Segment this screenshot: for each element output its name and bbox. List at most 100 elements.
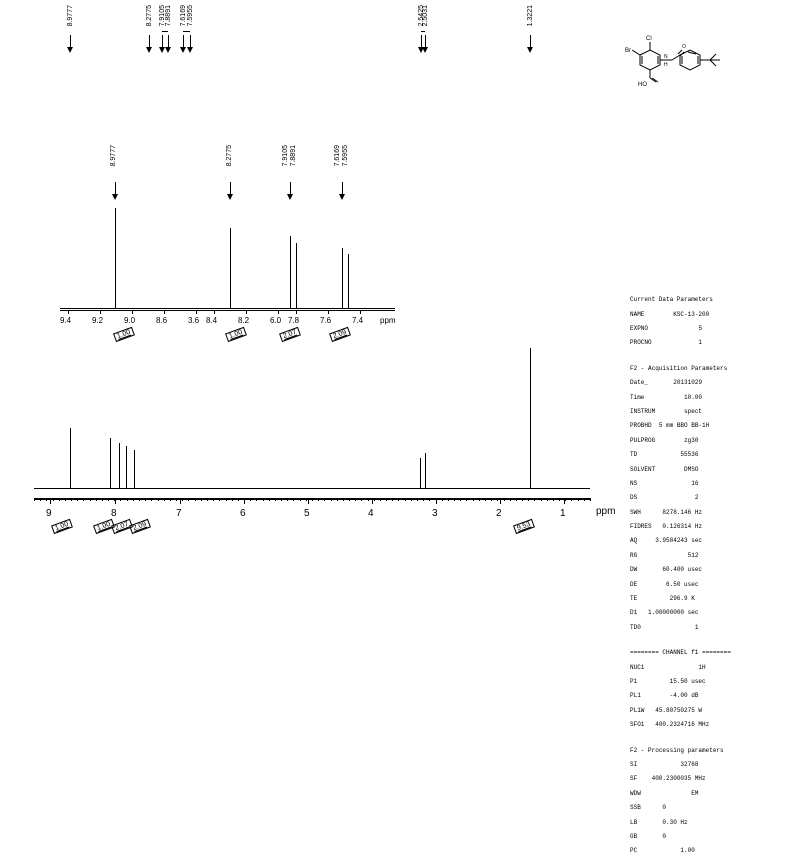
inset-peak-label: 7.5955	[342, 145, 349, 166]
main-tick-label: 2	[496, 508, 502, 519]
inset-tick-label: 8.4	[206, 316, 217, 325]
parameters-block: Current Data Parameters NAME KSC-13-200 …	[630, 285, 790, 862]
main-tick-label: 8	[111, 508, 117, 519]
main-tick-label: 7	[176, 508, 182, 519]
paramrow: LB 0.30 Hz	[630, 819, 790, 826]
peak-indicator-line	[421, 35, 422, 47]
main-tick-label: 6	[240, 508, 246, 519]
paramrow: GB 0	[630, 833, 790, 840]
main-peak	[110, 438, 111, 488]
inset-peak	[348, 254, 349, 308]
paramrow: DE 6.50 usec	[630, 581, 790, 588]
inset-peak	[115, 208, 116, 308]
main-peak	[420, 458, 421, 488]
arrow-down-icon	[527, 47, 533, 53]
inset-integral: 2.09	[329, 327, 351, 342]
paramrow: SWH 8278.146 Hz	[630, 509, 790, 516]
inset-tick-label: 9.0	[124, 316, 135, 325]
paramrow: PL1W 45.80750275 W	[630, 707, 790, 714]
inset-integral: 2.07	[279, 327, 301, 342]
main-peak	[70, 428, 71, 488]
main-peak	[126, 446, 127, 488]
paramrow: SSB 0	[630, 804, 790, 811]
inset-integral: 1.00	[225, 327, 247, 342]
arrow-down-icon	[67, 47, 73, 53]
svg-text:O: O	[682, 44, 686, 50]
paramrow: DW 60.400 usec	[630, 566, 790, 573]
peak-label: 7.5955	[187, 5, 194, 26]
main-tick-label: 9	[46, 508, 52, 519]
main-integral: 9.53	[513, 519, 535, 534]
inset-tick	[68, 310, 69, 314]
main-tick	[372, 498, 373, 504]
svg-text:H: H	[664, 62, 668, 68]
arrow-down-icon	[165, 47, 171, 53]
main-tick	[50, 498, 51, 504]
svg-text:HO: HO	[638, 82, 647, 88]
inset-ppm-label: ppm	[380, 316, 396, 325]
paramrow: TE 296.9 K	[630, 595, 790, 602]
inset-peak-label: 8.2775	[226, 145, 233, 166]
inset-peak-label: 8.9777	[110, 145, 117, 166]
main-peak	[134, 450, 135, 488]
inset-integral: 1.00	[113, 327, 135, 342]
main-baseline	[34, 488, 590, 489]
main-tick	[180, 498, 181, 504]
paramrow: SFO1 400.2324716 MHz	[630, 721, 790, 728]
arrow-down-icon	[422, 47, 428, 53]
paramrow: D1 1.00000000 sec	[630, 609, 790, 616]
inset-peak-label: 7.6169	[334, 145, 341, 166]
peak-indicator-line	[530, 35, 531, 47]
peak-label: 1.3221	[527, 5, 534, 26]
inset-peak-label: 7.9105	[282, 145, 289, 166]
main-integral: 2.09	[129, 519, 151, 534]
peak-label: 2.5031	[422, 5, 429, 26]
main-peak	[530, 348, 531, 488]
paramrow: PROBHD 5 mm BBO BB-1H	[630, 422, 790, 429]
main-tick-label: 1	[560, 508, 566, 519]
paramrow: SF 400.2300035 MHz	[630, 775, 790, 782]
peak-indicator-line	[70, 35, 71, 47]
inset-tick-label: 7.8	[288, 316, 299, 325]
paramrow: PROCNO 1	[630, 339, 790, 346]
paramrow: NS 16	[630, 480, 790, 487]
svg-text:Cl: Cl	[646, 36, 652, 42]
inset-axis	[60, 310, 395, 311]
peak-label: 8.2775	[146, 5, 153, 26]
peak-label: 7.8891	[165, 5, 172, 26]
paramrow: PC 1.00	[630, 847, 790, 854]
paramrow: WDW EM	[630, 790, 790, 797]
main-tick	[308, 498, 309, 504]
inset-tick	[328, 310, 329, 314]
inset-tick	[246, 310, 247, 314]
inset-tick-label: 8.2	[238, 316, 249, 325]
inset-tick	[214, 310, 215, 314]
inset-tick-label: 7.4	[352, 316, 363, 325]
paramrow: NUC1 1H	[630, 664, 790, 671]
main-tick-label: 3	[432, 508, 438, 519]
paramrow: DS 2	[630, 494, 790, 501]
main-tick	[244, 498, 245, 504]
inset-peak	[230, 228, 231, 308]
paramrow: INSTRUM spect	[630, 408, 790, 415]
main-peak	[425, 453, 426, 488]
param-header: Current Data Parameters	[630, 296, 790, 303]
peak-indicator-line	[190, 35, 191, 47]
paramrow: EXPNO 5	[630, 325, 790, 332]
molecular-structure: Br Cl HO N H O	[620, 30, 750, 105]
inset-tick	[164, 310, 165, 314]
main-tick-label: 4	[368, 508, 374, 519]
main-tick-label: 5	[304, 508, 310, 519]
inset-tick	[132, 310, 133, 314]
arrow-down-icon	[180, 47, 186, 53]
peak-indicator-line	[168, 35, 169, 47]
peak-indicator-line	[149, 35, 150, 47]
arrow-down-icon	[146, 47, 152, 53]
main-tick	[115, 498, 116, 504]
peak-label: 8.9777	[67, 5, 74, 26]
main-tick	[500, 498, 501, 504]
peak-label: 7.6169	[180, 5, 187, 26]
paramrow: PL1 -4.00 dB	[630, 692, 790, 699]
peak-indicator-line	[425, 35, 426, 47]
inset-tick	[100, 310, 101, 314]
